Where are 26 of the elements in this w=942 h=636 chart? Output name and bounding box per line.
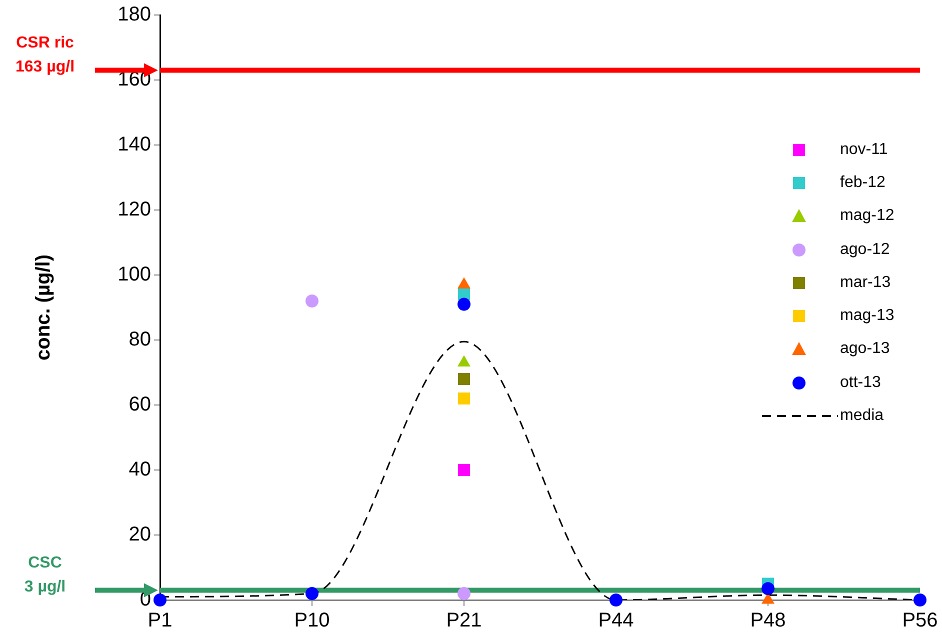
legend-label: mag-12 [840, 207, 894, 226]
x-tick-label: P10 [294, 610, 330, 632]
ref-line-label: CSC 3 µg/l [24, 554, 66, 596]
y-tick-label: 40 [128, 458, 151, 481]
ref-line-label: CSR ric 163 µg/l [15, 34, 75, 76]
legend-label: media [840, 407, 884, 426]
x-tick-label: P48 [750, 610, 786, 632]
legend-label: ott-13 [840, 374, 881, 392]
legend-label: ago-12 [840, 240, 890, 259]
y-tick-label: 120 [118, 198, 151, 221]
y-tick-label: 80 [128, 328, 151, 351]
x-tick-label: P1 [148, 610, 172, 632]
y-tick-label: 20 [128, 524, 151, 546]
x-tick-label: P44 [598, 610, 634, 632]
legend-label: mar-13 [840, 274, 891, 292]
legend-label: feb-12 [840, 174, 886, 192]
legend-label: nov-11 [840, 140, 888, 159]
y-axis-title: conc. (µg/l) [32, 254, 55, 360]
legend-label: ago-13 [840, 340, 890, 358]
x-tick-label: P21 [446, 610, 482, 632]
x-tick-label: P56 [902, 610, 938, 632]
y-tick-label: 100 [118, 264, 151, 286]
legend-label: mag-13 [840, 307, 894, 326]
y-tick-label: 140 [118, 134, 151, 156]
y-tick-label: 60 [128, 394, 151, 416]
y-tick-label: 180 [118, 4, 151, 26]
